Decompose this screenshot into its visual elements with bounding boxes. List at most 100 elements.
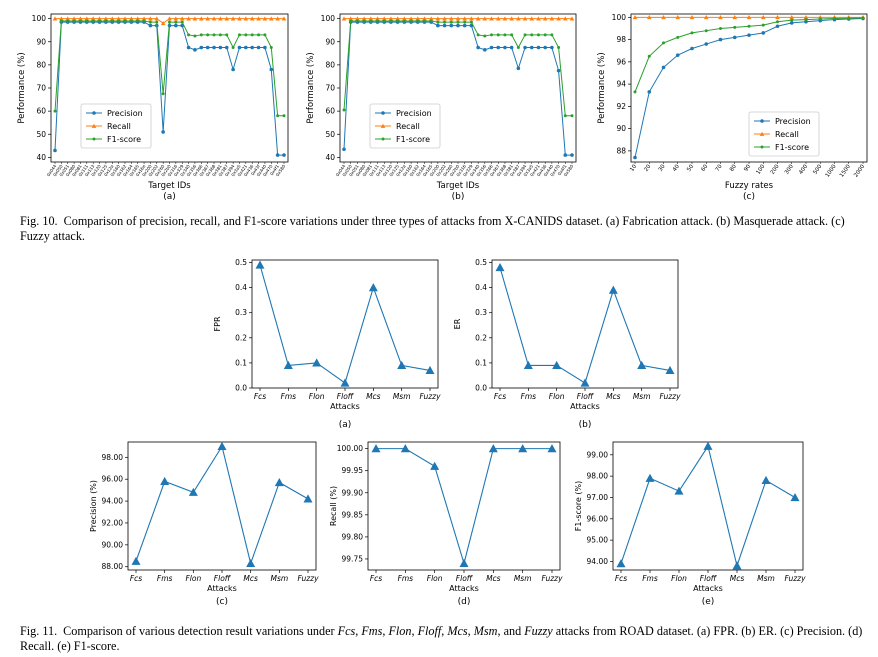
x-tick-label: Fcs [370,574,382,583]
x-tick-label: 0x16e [135,163,147,177]
data-point-precision [690,46,694,51]
data-point [608,285,618,294]
legend-marker [381,137,385,141]
x-tick-label: 0x044 [46,163,58,177]
data-point [674,486,684,495]
data-point [246,558,256,568]
legend-marker [381,111,385,115]
x-tick-label: Floff [337,392,355,401]
data-point-f1-score [193,34,197,38]
x-tick-label: 0x387 [509,163,521,177]
data-point-f1-score [483,34,487,38]
x-tick-label: 0x12a [103,163,115,177]
legend-marker [91,123,97,128]
data-point [303,494,313,503]
x-tick-label: Fms [157,574,173,583]
data-point-recall [536,16,541,21]
x-tick-label: 10 [629,163,638,173]
data-point-recall [469,16,474,21]
data-point-recall [689,15,695,20]
x-tick-label: Flon [671,574,687,583]
data-point-recall [237,16,242,21]
data-point-recall [52,16,58,21]
data-point-f1-score [123,19,127,23]
data-point [488,444,498,453]
y-tick-label: 80 [325,60,335,69]
data-point-recall [495,16,501,21]
data-point-recall [475,16,481,21]
data-point-f1-score [647,54,651,58]
y-tick-label: 0.4 [475,283,487,292]
data-point-f1-score [244,33,248,37]
data-point-precision [205,45,210,50]
data-point [283,360,293,370]
y-axis-label: F1-score (%) [574,481,583,531]
x-tick-label: 0x580 [275,163,287,177]
y-tick-label: 94.00 [102,497,124,506]
data-point-f1-score [733,25,737,29]
data-point-f1-score [136,19,140,23]
data-point-recall [230,16,236,21]
data-point-recall [435,16,441,21]
x-tick-label: 0x440 [543,163,555,177]
data-point-precision [732,35,737,40]
data-point-f1-score [570,114,574,118]
data-point-recall [562,16,568,21]
x-tick-label: Fuzzy [419,392,441,401]
legend-marker [759,131,765,136]
data-point-recall [448,16,454,21]
data-point-f1-score [490,33,494,37]
x-tick-label: Flon [309,392,325,401]
data-point [518,444,528,453]
x-tick-label: 0x125 [97,163,109,177]
data-point-precision [269,67,274,72]
data-point-precision [237,45,242,50]
data-point-recall [65,16,71,21]
data-point-recall [348,16,354,21]
x-tick-label: 0x367 [489,163,501,177]
x-tick-label: 0x113 [375,163,387,177]
data-point-recall [375,16,380,21]
x-tick-label: 0x162 [116,163,128,177]
x-tick-label: Fms [521,392,537,401]
x-tick-label: Mcs [486,574,501,583]
data-point-recall [281,16,287,21]
fig11-part: Floff [417,624,442,638]
x-tick-label: 0x394 [516,163,528,177]
chart-fig11c: 88.00 90.00 92.00 94.00 96.00 98.00 Fcs Fms Flon… [89,441,319,607]
data-point [459,558,469,567]
x-tick-label: Mcs [366,392,381,401]
x-tick-label: Msm [514,574,532,583]
x-tick-label: 0x580 [563,163,575,177]
x-tick-label: 0x366 [482,163,494,177]
data-point [368,283,378,292]
chart-fig10a: 40 50 60 70 80 90 100 0x0440x0500x0510x0800x081… [17,13,289,202]
y-tick-label: 50 [36,130,46,139]
y-tick-label: 99.85 [342,510,364,519]
data-point-precision [53,148,57,153]
data-point-f1-score [155,20,159,24]
x-tick-label: 0x160 [109,163,121,177]
data-point [645,473,655,482]
x-axis-label: Fuzzy rates [725,181,774,191]
figure-10-caption: Fig. 10. Comparison of precision, recall,… [20,214,870,244]
x-tick-label: 0x3a5 [230,163,242,177]
data-point-f1-score [510,33,514,37]
data-point-precision [496,45,501,50]
series-line [620,444,796,568]
x-tick-label: 0x316 [455,163,467,177]
x-tick-label: 0x164 [122,163,134,177]
x-axis-label: Attacks [570,402,600,411]
y-tick-label: 99.00 [587,450,609,459]
data-point-precision [456,23,460,28]
x-tick-label: Floff [214,574,232,583]
legend-entry: Recall [107,122,131,131]
data-point-f1-score [129,19,133,23]
data-point-f1-score [662,41,665,45]
data-point-recall [160,20,166,26]
data-point-recall [256,16,261,21]
data-point-recall [224,16,230,21]
data-point-recall [646,15,652,20]
fig11-part: , [467,624,474,638]
plot-frame [612,441,804,571]
